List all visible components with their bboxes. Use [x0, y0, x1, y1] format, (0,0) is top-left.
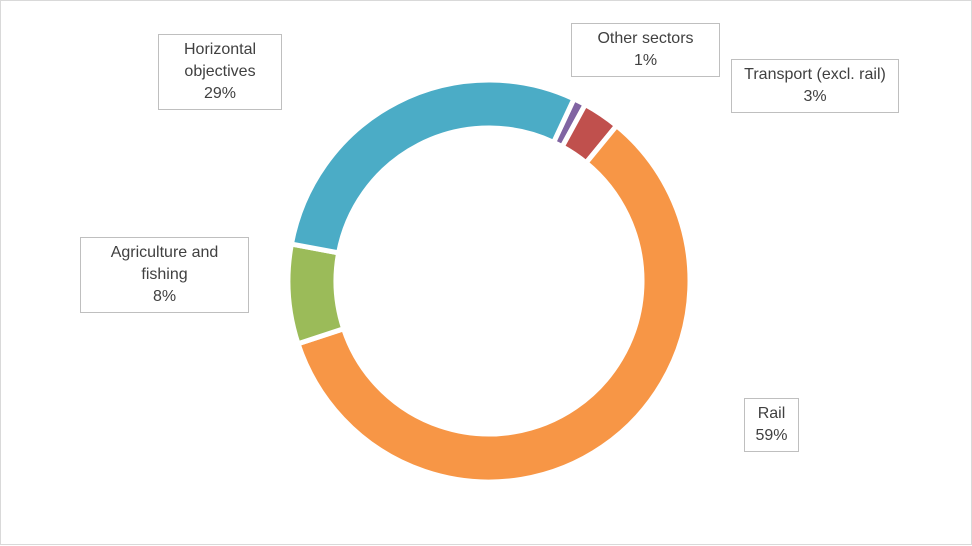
- label-category: Rail: [757, 405, 786, 422]
- label-value: 3%: [803, 88, 827, 105]
- donut-slice: [288, 77, 578, 256]
- data-label: Rail 59%: [744, 398, 799, 452]
- data-label: Agriculture and fishing 8%: [80, 237, 249, 313]
- data-label: Transport (excl. rail) 3%: [731, 59, 899, 113]
- label-value: 59%: [755, 427, 788, 444]
- label-category: Other sectors: [597, 30, 694, 47]
- label-value: 8%: [152, 288, 177, 305]
- label-category: Transport (excl. rail): [744, 66, 886, 83]
- label-category: Horizontal objectives: [183, 41, 257, 80]
- label-value: 1%: [633, 52, 658, 69]
- data-label: Other sectors 1%: [571, 23, 720, 77]
- label-value: 29%: [203, 85, 237, 102]
- data-label: Horizontal objectives 29%: [158, 34, 282, 110]
- donut-slice: [294, 122, 693, 485]
- donut-slice: [285, 241, 347, 347]
- label-category: Agriculture and fishing: [110, 244, 219, 283]
